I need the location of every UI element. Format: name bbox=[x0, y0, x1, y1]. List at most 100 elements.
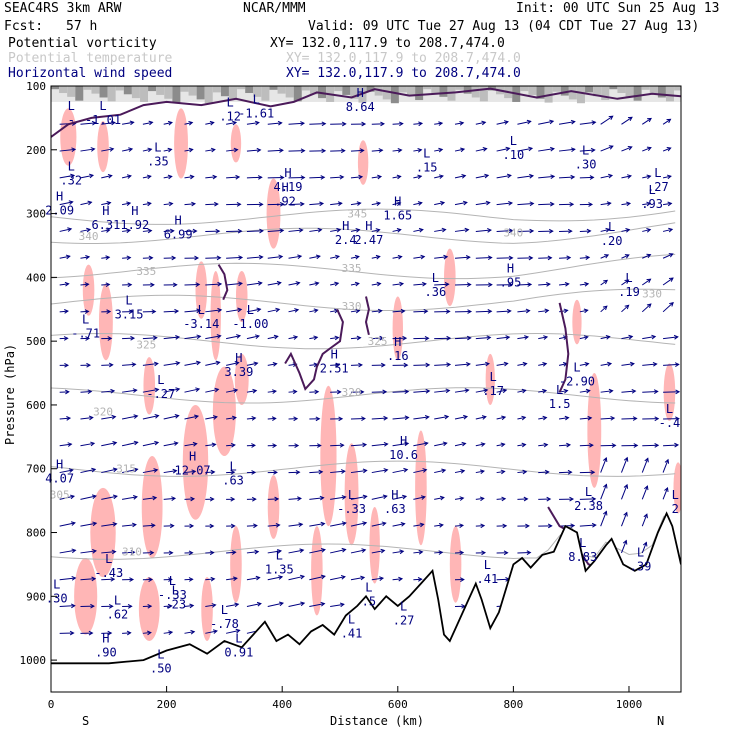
wind-arrow-head bbox=[608, 145, 614, 150]
wind-arrow-head bbox=[602, 510, 608, 516]
wind-arrow bbox=[309, 309, 318, 313]
wind-arrow-head bbox=[549, 201, 555, 207]
pv-extremum-marker: L bbox=[490, 370, 497, 384]
wind-arrow-head bbox=[503, 120, 509, 125]
wind-arrow-head bbox=[547, 255, 553, 261]
isentrope-line bbox=[51, 288, 676, 311]
wind-arrow bbox=[226, 308, 242, 313]
pv-extremum-marker: H bbox=[400, 434, 407, 448]
wind-arrow bbox=[101, 390, 115, 393]
wind-arrow-head bbox=[112, 521, 118, 527]
wind-arrow bbox=[330, 337, 339, 340]
upper-band-streak bbox=[576, 86, 585, 104]
wind-arrow bbox=[226, 389, 238, 393]
wind-arrow-head bbox=[608, 115, 614, 121]
pv-contour bbox=[284, 308, 344, 391]
wind-arrow-head bbox=[418, 121, 424, 127]
wind-arrow bbox=[538, 120, 554, 125]
pv-extremum-value: .95 bbox=[500, 276, 522, 290]
wind-arrow-head bbox=[646, 253, 652, 259]
upper-band-streak bbox=[455, 86, 464, 90]
upper-band-streak bbox=[285, 86, 294, 98]
pv-shading-blob bbox=[234, 353, 249, 405]
pv-extremum-marker: H bbox=[284, 166, 291, 180]
pv-extremum-marker: L bbox=[169, 574, 176, 588]
wind-arrow bbox=[101, 202, 111, 206]
wind-arrow-head bbox=[563, 388, 569, 394]
wind-arrow-head bbox=[423, 441, 429, 446]
wind-arrow bbox=[600, 145, 614, 152]
wind-arrow-head bbox=[300, 175, 306, 180]
pv-extremum-value: .41 bbox=[477, 572, 499, 586]
wind-arrow-head bbox=[147, 147, 153, 153]
wind-arrow-head bbox=[501, 496, 507, 502]
wind-arrow-head bbox=[257, 175, 263, 180]
pv-shading-blob bbox=[174, 108, 188, 179]
wind-arrow bbox=[413, 175, 422, 179]
wind-arrow bbox=[226, 551, 236, 554]
wind-arrow bbox=[101, 442, 117, 447]
upper-band-streak bbox=[366, 86, 375, 92]
wind-arrow bbox=[517, 202, 534, 206]
wind-arrow-head bbox=[108, 604, 114, 609]
pv-extremum-value: .32 bbox=[60, 173, 82, 187]
wind-arrow-head bbox=[105, 282, 111, 288]
wind-arrow-head bbox=[147, 603, 153, 609]
wind-arrow bbox=[163, 631, 173, 634]
wind-arrow bbox=[434, 416, 449, 420]
wind-arrow bbox=[662, 175, 672, 179]
upper-band-streak bbox=[293, 86, 302, 102]
wind-arrow-head bbox=[380, 121, 385, 127]
wind-arrow bbox=[309, 255, 320, 259]
wind-arrow bbox=[454, 337, 471, 340]
wind-arrow bbox=[621, 363, 634, 366]
pv-shading-blob bbox=[97, 121, 109, 173]
wind-arrow bbox=[538, 309, 549, 313]
wind-arrow-head bbox=[319, 201, 325, 207]
wind-arrow bbox=[80, 256, 90, 259]
wind-arrow-head bbox=[257, 281, 263, 286]
pv-extremum-value: .15 bbox=[416, 161, 438, 175]
pv-extremum-value: 10.6 bbox=[389, 448, 418, 462]
wind-arrow-head bbox=[340, 575, 346, 580]
y-tick-label: 900 bbox=[26, 590, 46, 603]
wind-arrow bbox=[163, 605, 172, 608]
pv-extremum-value: 8.83 bbox=[568, 550, 597, 564]
wind-arrow-head bbox=[544, 308, 550, 314]
wind-arrow-head bbox=[643, 513, 648, 519]
wind-arrow bbox=[538, 417, 547, 420]
wind-arrow-head bbox=[172, 468, 178, 474]
wind-arrow bbox=[475, 121, 486, 125]
wind-arrow-head bbox=[361, 548, 367, 553]
wind-arrow bbox=[392, 123, 403, 125]
wind-arrow-head bbox=[212, 415, 218, 420]
wind-arrow bbox=[121, 202, 131, 206]
wind-arrow-head bbox=[315, 254, 321, 260]
pv-extremum-value: 2.38 bbox=[574, 499, 603, 513]
wind-arrow bbox=[288, 497, 301, 500]
upper-band-streak bbox=[568, 86, 577, 100]
wind-arrow bbox=[226, 335, 241, 340]
wind-arrow-head bbox=[71, 147, 77, 153]
wind-arrow bbox=[246, 335, 260, 340]
wind-arrow bbox=[288, 523, 303, 527]
wind-arrow bbox=[288, 575, 305, 581]
wind-arrow bbox=[350, 549, 366, 554]
wind-arrow-head bbox=[278, 575, 284, 580]
wind-arrow bbox=[496, 121, 509, 125]
pv-extremum-marker: L bbox=[227, 96, 234, 110]
wind-arrow bbox=[205, 122, 214, 125]
wind-arrow bbox=[267, 282, 281, 286]
upper-band-streak bbox=[75, 86, 84, 101]
wind-arrow bbox=[600, 305, 608, 313]
forecast-label: Fcst: bbox=[4, 19, 44, 34]
upper-band-streak bbox=[390, 86, 399, 104]
wind-arrow-head bbox=[570, 523, 576, 529]
wind-arrow bbox=[350, 229, 360, 232]
wind-arrow bbox=[205, 149, 215, 152]
wind-arrow-head bbox=[441, 468, 447, 474]
wind-arrow-head bbox=[153, 468, 159, 473]
wind-arrow bbox=[226, 176, 240, 179]
y-tick-label: 400 bbox=[26, 271, 46, 284]
pv-extremum-marker: L bbox=[585, 485, 592, 499]
